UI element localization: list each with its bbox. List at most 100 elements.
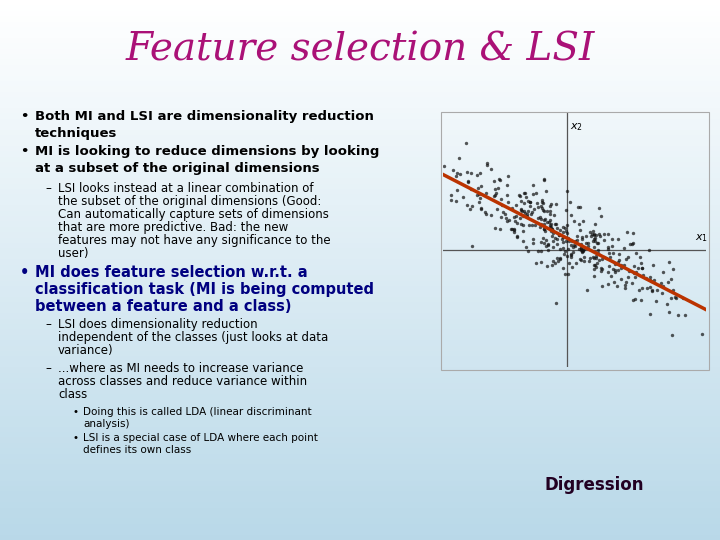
Text: techniques: techniques <box>35 127 117 140</box>
Point <box>593 230 605 238</box>
Point <box>619 281 631 289</box>
Point <box>629 268 640 277</box>
Point <box>554 253 566 262</box>
Point <box>516 205 527 213</box>
Point <box>590 220 601 228</box>
Point <box>532 202 544 211</box>
Point <box>565 253 577 261</box>
Point <box>663 258 675 266</box>
Point <box>494 176 505 184</box>
Point <box>634 285 645 294</box>
Point <box>627 239 639 248</box>
Point <box>476 205 487 213</box>
Point <box>506 225 518 234</box>
Point <box>578 253 590 261</box>
Point <box>606 234 618 243</box>
Point <box>641 284 652 293</box>
Point <box>588 265 600 273</box>
Point <box>506 204 518 212</box>
Point <box>592 238 603 247</box>
Point <box>646 286 657 295</box>
Point <box>576 247 588 256</box>
Point <box>570 237 581 246</box>
Point <box>665 294 676 302</box>
Point <box>539 176 550 185</box>
Point <box>499 210 510 218</box>
Text: •: • <box>20 145 28 158</box>
Point <box>649 276 660 285</box>
Point <box>592 249 603 258</box>
Point <box>542 240 554 249</box>
Text: defines its own class: defines its own class <box>83 445 192 455</box>
Point <box>538 198 549 207</box>
Point <box>577 247 588 256</box>
Point <box>500 191 512 199</box>
Point <box>541 186 552 195</box>
Point <box>539 227 551 235</box>
Point <box>497 208 508 217</box>
Point <box>655 278 667 287</box>
Point <box>471 170 482 179</box>
Point <box>474 169 486 178</box>
Point <box>374 183 386 191</box>
Point <box>560 237 572 245</box>
Point <box>535 215 546 224</box>
Point <box>645 276 657 285</box>
Point <box>598 253 610 261</box>
Point <box>590 233 601 242</box>
Point <box>529 221 541 230</box>
Point <box>626 239 638 248</box>
Point <box>466 241 477 250</box>
Point <box>479 207 490 216</box>
Point <box>489 184 500 193</box>
Point <box>626 279 638 288</box>
Point <box>566 211 577 219</box>
Point <box>567 248 578 256</box>
Point <box>603 268 614 276</box>
Point <box>596 254 608 263</box>
Point <box>518 207 530 215</box>
Point <box>588 227 599 235</box>
Point <box>613 256 625 265</box>
Text: Feature selection & LSI: Feature selection & LSI <box>125 31 595 69</box>
Point <box>557 264 569 272</box>
Point <box>588 261 600 269</box>
Point <box>462 178 474 187</box>
Point <box>651 286 662 294</box>
Point <box>510 232 522 241</box>
Point <box>629 262 640 271</box>
Text: features may not have any significance to the: features may not have any significance t… <box>58 234 330 247</box>
Point <box>549 233 561 242</box>
Point <box>438 162 450 171</box>
Point <box>622 273 634 281</box>
Point <box>518 237 529 246</box>
Point <box>663 307 675 316</box>
Point <box>562 233 573 242</box>
Point <box>536 257 547 266</box>
Point <box>620 278 631 286</box>
Point <box>538 224 549 233</box>
Point <box>557 222 568 231</box>
Text: $x_2$: $x_2$ <box>570 121 583 133</box>
Point <box>629 272 641 281</box>
Point <box>557 243 569 252</box>
Text: that are more predictive. Bad: the new: that are more predictive. Bad: the new <box>58 221 288 234</box>
Point <box>627 295 639 304</box>
Point <box>570 242 581 251</box>
Point <box>563 258 575 267</box>
Point <box>582 238 593 247</box>
Point <box>577 217 588 225</box>
Point <box>536 198 547 206</box>
Point <box>595 212 607 221</box>
Point <box>544 201 556 210</box>
Point <box>591 238 603 247</box>
Point <box>431 167 442 176</box>
Point <box>534 222 546 231</box>
Text: across classes and reduce variance within: across classes and reduce variance withi… <box>58 375 307 388</box>
Point <box>580 239 592 248</box>
Point <box>464 205 476 213</box>
Point <box>532 247 544 255</box>
Point <box>616 261 627 269</box>
Point <box>463 177 474 185</box>
Point <box>641 273 652 282</box>
